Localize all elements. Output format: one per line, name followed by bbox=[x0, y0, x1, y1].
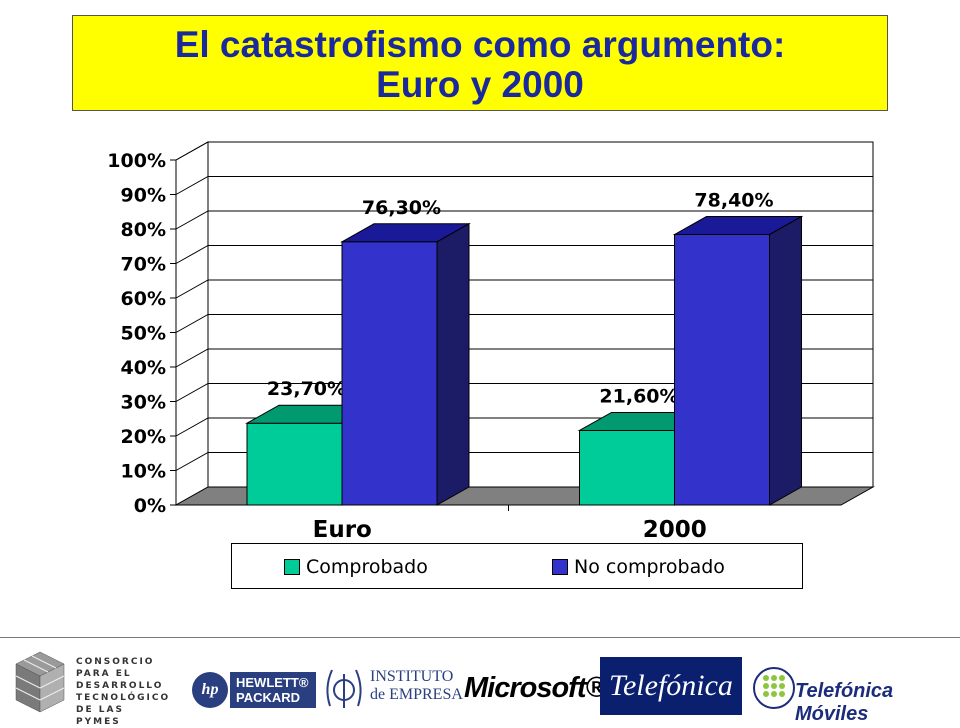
bar-no-comprobado-0 bbox=[341, 241, 438, 506]
legend: Comprobado No comprobado bbox=[231, 543, 803, 589]
instituto-empresa-emblem bbox=[326, 669, 362, 708]
consorcio-cube-logo bbox=[15, 651, 65, 713]
y-tick-label: 10% bbox=[121, 461, 166, 483]
legend-label-comprobado: Comprobado bbox=[306, 556, 428, 578]
consorcio-text: CONSORCIO PARA EL DESARROLLO TECNOLÓGICO… bbox=[76, 657, 171, 727]
gridline bbox=[175, 176, 873, 195]
bar-no-comprobado-1 bbox=[674, 234, 770, 506]
y-tick-label: 60% bbox=[121, 288, 166, 310]
gridline bbox=[175, 348, 873, 368]
x-category-label: 2000 bbox=[643, 517, 707, 543]
bar-chart: 0% 10% 20% 30% 40% 50% 60% 70% 80% 90% 100% 23,70% 7… bbox=[107, 141, 875, 543]
gridline bbox=[175, 279, 873, 299]
data-label: 78,40% bbox=[694, 190, 773, 212]
data-label: 21,60% bbox=[599, 385, 678, 407]
legend-item-comprobado: Comprobado bbox=[284, 556, 428, 578]
y-tick-label: 70% bbox=[121, 254, 166, 276]
title-line-1: El catastrofismo como argumento: bbox=[174, 24, 786, 65]
y-tick-label: 0% bbox=[134, 495, 166, 517]
bar-side bbox=[769, 215, 802, 506]
bar-comprobado-1 bbox=[579, 429, 675, 506]
gridline bbox=[175, 383, 873, 402]
telefonica-moviles-dots-logo bbox=[753, 667, 795, 709]
legend-label-no-comprobado: No comprobado bbox=[574, 556, 725, 578]
y-tick-label: 30% bbox=[121, 392, 166, 414]
y-tick-label: 90% bbox=[121, 185, 166, 207]
bar-side bbox=[436, 222, 470, 506]
microsoft-logo: Microsoft® bbox=[464, 672, 607, 704]
hp-logo: hp bbox=[192, 672, 228, 708]
hp-name: HEWLETT® PACKARD bbox=[230, 672, 316, 708]
telefonica-moviles-logo: Telefónica Móviles bbox=[795, 680, 894, 725]
data-label: 76,30% bbox=[362, 197, 441, 219]
gridline bbox=[175, 245, 873, 264]
gridline bbox=[175, 314, 873, 333]
bar-comprobado-0 bbox=[246, 422, 343, 506]
gridline bbox=[175, 141, 873, 161]
legend-swatch-comprobado bbox=[284, 559, 300, 575]
legend-item-no-comprobado: No comprobado bbox=[552, 556, 725, 578]
x-category-label: Euro bbox=[313, 517, 372, 543]
y-tick-label: 100% bbox=[107, 150, 166, 172]
telefonica-logo: Telefónica bbox=[600, 657, 742, 715]
title-box: El catastrofismo como argumento: Euro y … bbox=[72, 15, 888, 111]
legend-swatch-no-comprobado bbox=[552, 559, 568, 575]
footer-divider bbox=[0, 637, 960, 638]
title-line-2: Euro y 2000 bbox=[376, 64, 584, 105]
instituto-empresa-text: INSTITUTO de EMPRESA bbox=[370, 668, 463, 703]
y-tick-label: 20% bbox=[121, 426, 166, 448]
data-label: 23,70% bbox=[267, 378, 346, 400]
gridline bbox=[175, 210, 873, 230]
y-tick-label: 80% bbox=[121, 219, 166, 241]
y-tick-label: 50% bbox=[121, 323, 166, 345]
y-tick-label: 40% bbox=[121, 357, 166, 379]
